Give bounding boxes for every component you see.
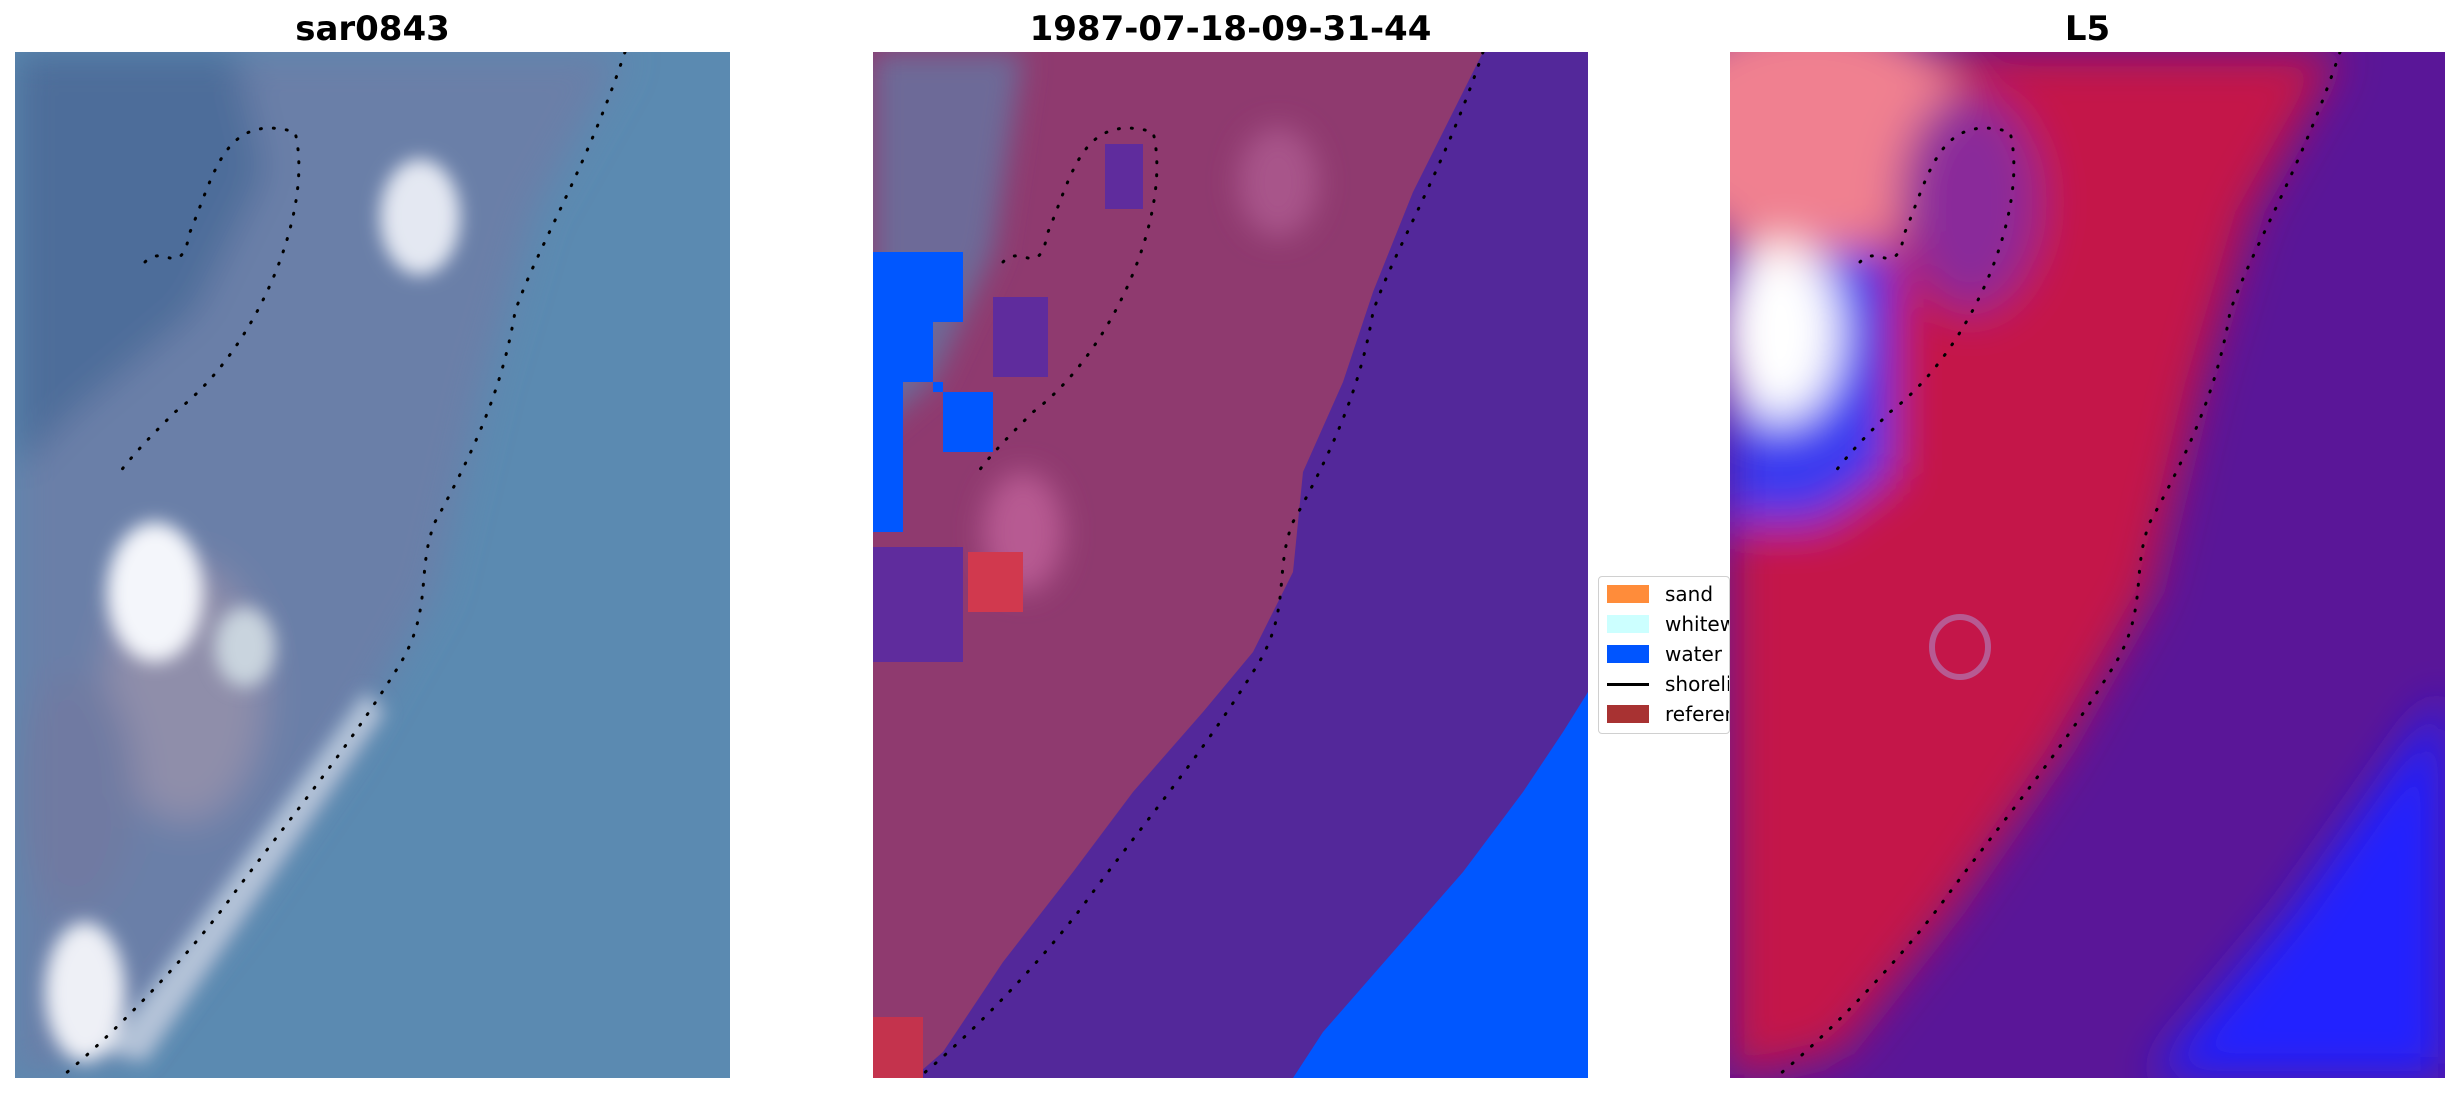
legend-line-shoreline	[1607, 682, 1649, 686]
panel-title-satellite: sar0843	[295, 9, 450, 49]
legend-label-sand: sand	[1665, 582, 1714, 606]
legend-item-shoreline: shoreline	[1607, 671, 1729, 697]
index-ring	[1929, 614, 1991, 680]
legend-item-water: water	[1607, 641, 1722, 667]
legend-label-reference: reference	[1665, 702, 1729, 726]
panel-title-index: L5	[2064, 9, 2111, 49]
legend-swatch-reference	[1607, 705, 1649, 723]
legend-item-reference: reference	[1607, 701, 1729, 727]
shoreline-trace	[58, 52, 627, 1078]
index-image	[1730, 52, 2445, 1078]
water-class-left	[873, 252, 993, 532]
shoreline-trace	[1773, 52, 2342, 1078]
red-strip-bottom	[873, 1017, 923, 1078]
legend-label-shoreline: shoreline	[1665, 672, 1729, 696]
legend-swatch-water	[1607, 645, 1649, 663]
legend-swatch-sand	[1607, 585, 1649, 603]
legend-swatch-whitewater	[1607, 615, 1649, 633]
classification-image-panel	[873, 52, 1588, 1078]
red-patch	[968, 552, 1023, 612]
shoreline-trace	[916, 52, 1485, 1078]
water-class-right	[1293, 692, 1588, 1078]
index-image-panel	[1730, 52, 2445, 1078]
satellite-image-panel	[15, 52, 730, 1078]
index-field	[1730, 52, 2445, 1078]
panel-title-classification: 1987-07-18-09-31-44	[1029, 9, 1432, 49]
purple-patch	[873, 547, 963, 662]
legend-item-sand: sand	[1607, 581, 1713, 607]
purple-patch-small	[1105, 144, 1143, 209]
bright-patches	[45, 159, 460, 1062]
classification-image	[873, 52, 1588, 1078]
legend-label-water: water	[1665, 642, 1722, 666]
purple-patch-mid	[993, 297, 1048, 377]
satellite-image	[15, 52, 730, 1078]
